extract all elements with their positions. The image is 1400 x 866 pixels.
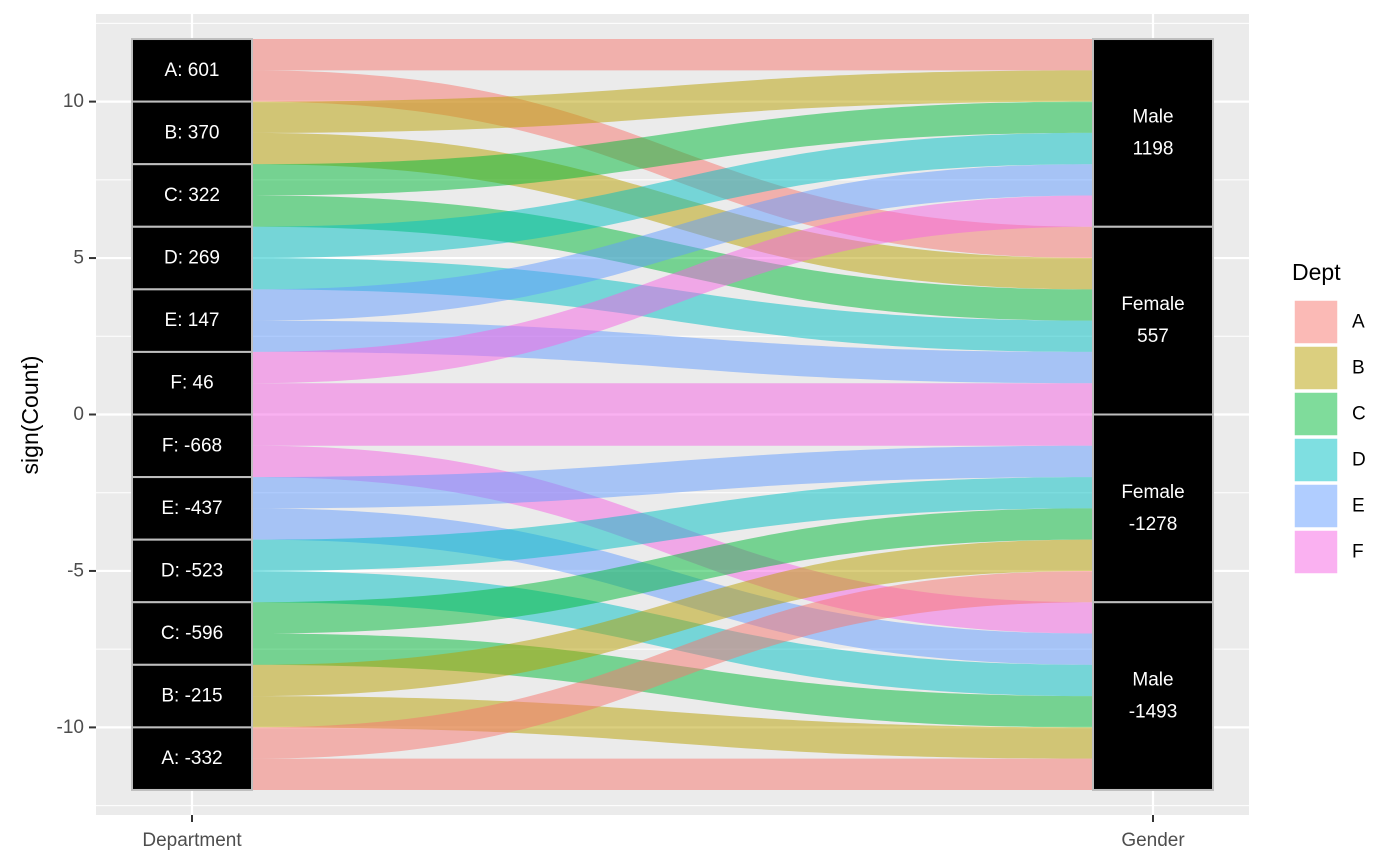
flow-ribbon	[252, 101, 1093, 196]
stratum-label: Female	[1121, 294, 1184, 315]
flow-ribbon	[252, 445, 1093, 509]
flow-ribbon	[252, 508, 1093, 634]
legend-label: E	[1352, 496, 1365, 517]
stratum-label: A: -332	[161, 748, 222, 769]
department-stratum	[131, 663, 253, 729]
stratum-label: Male	[1132, 106, 1173, 127]
stratum-label: Male	[1132, 670, 1173, 691]
legend-key	[1293, 483, 1339, 529]
y-tick-label: 0	[73, 404, 84, 425]
stratum-label: E: 147	[165, 310, 220, 331]
x-tick-label: Department	[142, 830, 242, 851]
y-tick-label: 5	[73, 248, 84, 269]
legend-key	[1293, 437, 1339, 483]
flow-ribbon	[252, 383, 1093, 415]
department-stratum	[131, 100, 253, 166]
legend-label: D	[1352, 450, 1366, 471]
legend-key	[1293, 345, 1339, 391]
legend-key	[1293, 391, 1339, 437]
department-stratum	[131, 538, 253, 604]
flow-ribbon	[252, 570, 1093, 759]
flow-ribbon	[252, 195, 1093, 384]
flow-ribbon	[252, 39, 1093, 71]
legend: Dept A B C D E F	[1292, 259, 1366, 575]
stratum-label: F: 46	[170, 373, 213, 394]
flow-ribbon	[252, 164, 1093, 321]
stratum-label: A: 601	[165, 60, 220, 81]
gender-stratum	[1092, 38, 1214, 228]
y-axis: 10 5 0 -5 -10	[57, 91, 96, 738]
flow-ribbon	[252, 539, 1093, 697]
department-stratum	[131, 726, 253, 791]
flow-ribbon	[252, 132, 1093, 259]
stratum-label: B: -215	[161, 686, 222, 707]
x-tick-label: Gender	[1121, 830, 1185, 851]
stratum-label: Female	[1121, 482, 1184, 503]
flow-ribbons	[252, 39, 1093, 790]
legend-label: A	[1352, 312, 1365, 333]
stratum-label: F: -668	[162, 435, 222, 456]
flow-ribbon	[252, 70, 1093, 133]
legend-label: B	[1352, 358, 1365, 379]
flow-ribbon	[252, 758, 1093, 790]
department-stratum	[131, 225, 253, 291]
stratum-label: 557	[1137, 326, 1169, 347]
stratum-label: B: 370	[165, 122, 220, 143]
legend-key	[1293, 299, 1339, 345]
y-tick-label: 10	[63, 91, 84, 112]
stratum-label: C: -596	[161, 623, 223, 644]
gender-stratum	[1092, 225, 1214, 416]
stratum-label: -1278	[1129, 514, 1178, 535]
flow-ribbon	[252, 477, 1093, 571]
gender-stratum	[1092, 413, 1214, 604]
y-tick-label: -10	[57, 717, 84, 738]
gender-stratum	[1092, 601, 1214, 791]
y-axis-title: sign(Count)	[17, 356, 43, 475]
x-axis: Department Gender	[142, 815, 1185, 851]
department-stratum	[131, 38, 253, 103]
stratum-label: 1198	[1133, 138, 1174, 159]
stratum-label: -1493	[1129, 702, 1178, 723]
stratum-label: C: 322	[164, 185, 220, 206]
legend-title: Dept	[1292, 259, 1341, 285]
department-stratum	[131, 476, 253, 541]
y-tick-label: -5	[67, 560, 84, 581]
legend-key	[1293, 529, 1339, 575]
flow-ribbon	[252, 414, 1093, 446]
department-stratum	[131, 601, 253, 666]
legend-label: C	[1352, 404, 1366, 425]
strata: A: 601 B: 370 C: 322 D: 269 E: 147 F: 46 F: -6…	[131, 38, 1214, 791]
stratum-label: E: -437	[161, 498, 222, 519]
stratum-label: D: 269	[164, 248, 220, 269]
legend-label: F	[1352, 542, 1364, 563]
department-stratum	[131, 413, 253, 479]
stratum-label: D: -523	[161, 560, 223, 581]
